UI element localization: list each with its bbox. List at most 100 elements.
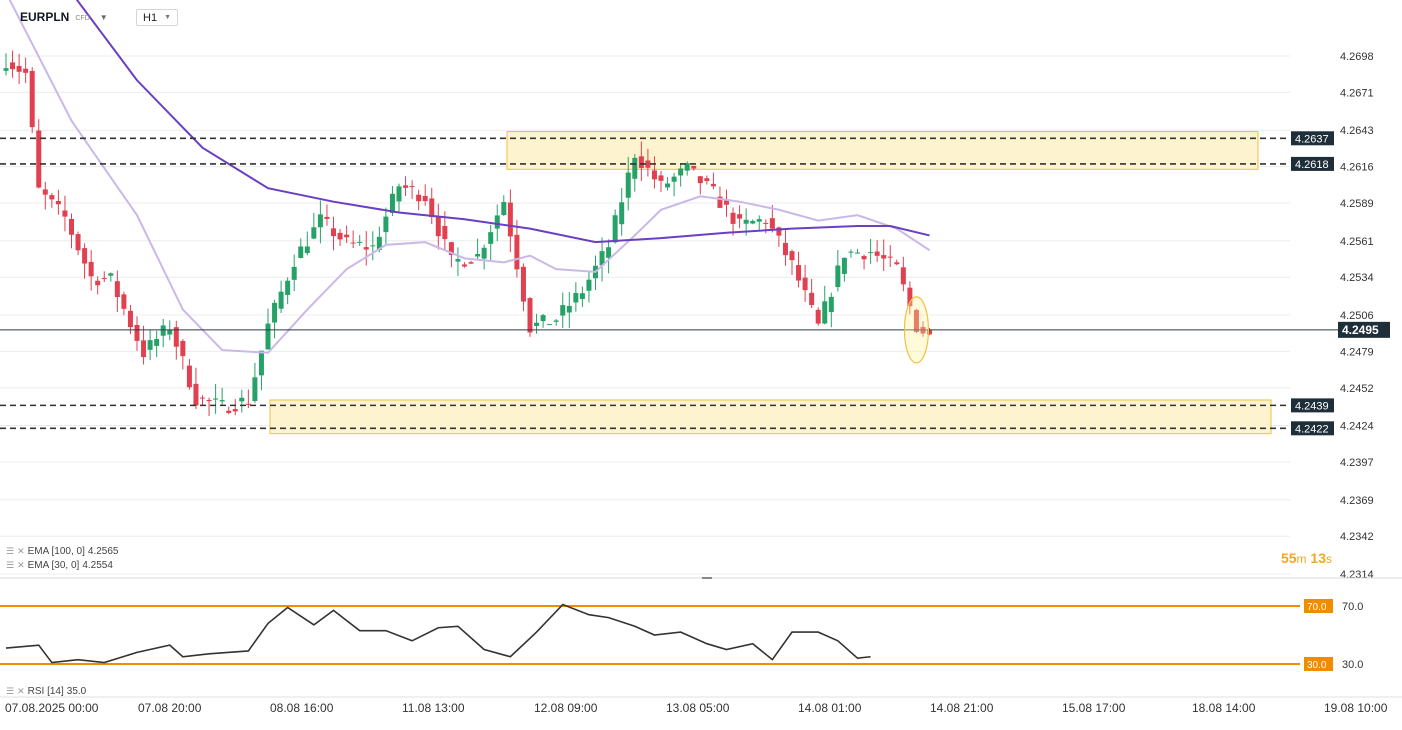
bullish-candle[interactable] xyxy=(848,251,854,253)
bullish-candle[interactable] xyxy=(573,292,579,303)
bearish-candle[interactable] xyxy=(88,261,94,277)
bearish-candle[interactable] xyxy=(331,228,336,237)
bearish-candle[interactable] xyxy=(200,397,205,399)
bearish-candle[interactable] xyxy=(691,165,697,169)
bullish-candle[interactable] xyxy=(304,246,310,254)
bullish-candle[interactable] xyxy=(599,251,605,266)
bullish-candle[interactable] xyxy=(586,279,592,291)
bearish-candle[interactable] xyxy=(416,194,422,202)
bullish-candle[interactable] xyxy=(579,293,585,300)
bearish-candle[interactable] xyxy=(704,178,710,182)
bearish-candle[interactable] xyxy=(114,281,120,298)
bearish-candle[interactable] xyxy=(75,234,81,251)
bullish-candle[interactable] xyxy=(619,202,625,225)
bullish-candle[interactable] xyxy=(383,216,389,233)
bullish-candle[interactable] xyxy=(606,247,612,258)
bearish-candle[interactable] xyxy=(520,266,526,302)
bearish-candle[interactable] xyxy=(782,242,788,256)
bearish-candle[interactable] xyxy=(69,218,74,235)
bearish-candle[interactable] xyxy=(927,330,933,335)
bullish-candle[interactable] xyxy=(488,232,494,244)
bullish-candle[interactable] xyxy=(684,163,690,171)
bullish-candle[interactable] xyxy=(265,323,271,350)
bearish-candle[interactable] xyxy=(448,242,454,255)
bearish-candle[interactable] xyxy=(232,409,238,412)
bullish-candle[interactable] xyxy=(671,176,677,182)
bullish-candle[interactable] xyxy=(311,227,317,239)
bullish-candle[interactable] xyxy=(534,322,540,326)
bearish-candle[interactable] xyxy=(193,383,199,406)
bearish-candle[interactable] xyxy=(23,68,29,73)
bearish-candle[interactable] xyxy=(658,175,664,181)
bearish-candle[interactable] xyxy=(717,196,723,208)
close-icon[interactable]: ✕ xyxy=(17,686,25,696)
bearish-candle[interactable] xyxy=(36,130,42,188)
bullish-candle[interactable] xyxy=(3,68,9,71)
list-icon[interactable]: ☰ xyxy=(6,546,15,556)
bearish-candle[interactable] xyxy=(95,280,101,286)
bullish-candle[interactable] xyxy=(835,265,841,288)
bullish-candle[interactable] xyxy=(108,273,114,276)
bearish-candle[interactable] xyxy=(16,65,22,72)
bearish-candle[interactable] xyxy=(527,298,533,333)
bearish-candle[interactable] xyxy=(887,256,893,258)
bearish-candle[interactable] xyxy=(809,292,815,306)
bearish-candle[interactable] xyxy=(514,234,520,270)
list-icon[interactable]: ☰ xyxy=(6,560,15,570)
bearish-candle[interactable] xyxy=(710,183,716,187)
bearish-candle[interactable] xyxy=(49,195,55,200)
bearish-candle[interactable] xyxy=(907,287,913,307)
bullish-candle[interactable] xyxy=(868,252,874,254)
bearish-candle[interactable] xyxy=(737,214,743,219)
bearish-candle[interactable] xyxy=(651,170,657,180)
bullish-candle[interactable] xyxy=(475,253,481,257)
bearish-candle[interactable] xyxy=(789,251,795,261)
bearish-candle[interactable] xyxy=(180,340,186,357)
bullish-candle[interactable] xyxy=(357,241,363,243)
bullish-candle[interactable] xyxy=(272,302,278,323)
bearish-candle[interactable] xyxy=(29,70,35,128)
bearish-candle[interactable] xyxy=(55,200,61,205)
bearish-candle[interactable] xyxy=(337,232,343,240)
bearish-candle[interactable] xyxy=(127,310,133,328)
bearish-candle[interactable] xyxy=(769,218,775,229)
bearish-candle[interactable] xyxy=(134,324,140,341)
bullish-candle[interactable] xyxy=(540,315,546,322)
bullish-candle[interactable] xyxy=(553,320,559,322)
bullish-candle[interactable] xyxy=(278,291,284,309)
close-icon[interactable]: ✕ xyxy=(17,546,25,556)
bullish-candle[interactable] xyxy=(501,202,507,215)
legend-ema100[interactable]: ☰ ✕ EMA [100, 0] 4.2565 xyxy=(6,546,118,557)
bullish-candle[interactable] xyxy=(370,245,376,247)
bearish-candle[interactable] xyxy=(815,309,821,324)
bullish-candle[interactable] xyxy=(167,329,173,335)
bullish-candle[interactable] xyxy=(252,377,258,402)
bearish-candle[interactable] xyxy=(776,227,782,236)
bullish-candle[interactable] xyxy=(855,252,860,254)
bearish-candle[interactable] xyxy=(697,176,703,184)
bullish-candle[interactable] xyxy=(828,296,834,313)
symbol-dropdown-icon[interactable]: ▼ xyxy=(99,12,108,22)
ema100-line[interactable] xyxy=(6,0,930,244)
bearish-candle[interactable] xyxy=(874,251,880,256)
bearish-candle[interactable] xyxy=(363,247,369,250)
bullish-candle[interactable] xyxy=(376,236,382,250)
bullish-candle[interactable] xyxy=(147,340,153,350)
bullish-candle[interactable] xyxy=(239,397,245,402)
bearish-candle[interactable] xyxy=(645,160,651,168)
bullish-candle[interactable] xyxy=(455,259,461,262)
bearish-candle[interactable] xyxy=(101,278,107,280)
bullish-candle[interactable] xyxy=(750,221,756,224)
bullish-candle[interactable] xyxy=(560,305,566,316)
bearish-candle[interactable] xyxy=(350,242,356,244)
bearish-candle[interactable] xyxy=(796,265,802,281)
bullish-candle[interactable] xyxy=(494,215,500,229)
bearish-candle[interactable] xyxy=(913,309,919,332)
bullish-candle[interactable] xyxy=(612,215,618,243)
bullish-candle[interactable] xyxy=(291,266,297,280)
bearish-candle[interactable] xyxy=(186,365,192,388)
bullish-candle[interactable] xyxy=(841,257,847,274)
bullish-candle[interactable] xyxy=(743,219,749,224)
